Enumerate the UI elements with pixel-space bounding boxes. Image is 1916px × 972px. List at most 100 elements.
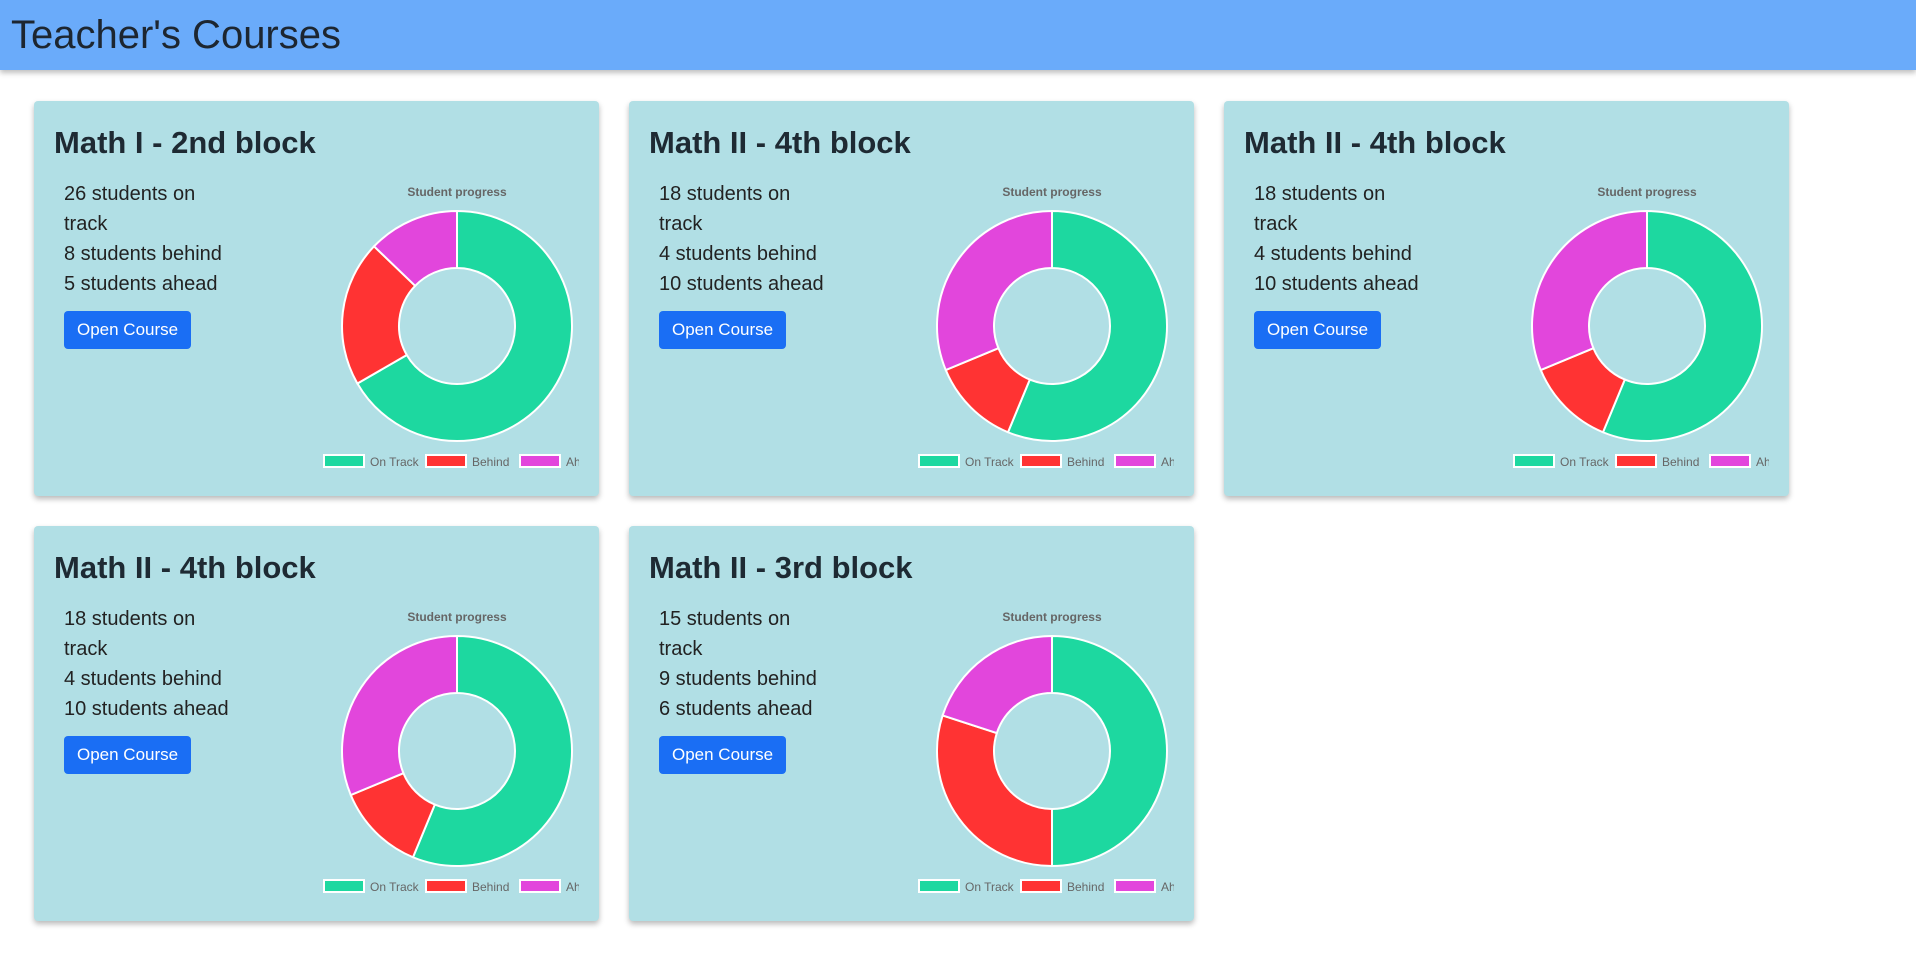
legend-label: Behind bbox=[472, 880, 509, 894]
course-card: Math II - 4th block 18 students on track 4… bbox=[34, 526, 599, 921]
legend-on-track: On Track bbox=[323, 879, 420, 894]
legend-swatch bbox=[1020, 454, 1062, 468]
course-stats: 18 students on track 4 students behind 10 … bbox=[1254, 179, 1429, 349]
open-course-button[interactable]: Open Course bbox=[659, 311, 787, 349]
legend-label: Ahead bbox=[1161, 455, 1174, 469]
ahead-stat: 10 students ahead bbox=[659, 273, 824, 295]
behind-stat: 4 students behind bbox=[659, 243, 817, 265]
legend-label: Behind bbox=[472, 455, 509, 469]
legend-ahead: Ahead bbox=[519, 879, 579, 894]
legend-on-track: On Track bbox=[918, 879, 1015, 894]
legend-label: Behind bbox=[1067, 455, 1104, 469]
chart-title: Student progress bbox=[407, 610, 507, 624]
legend-swatch bbox=[519, 879, 561, 893]
legend-swatch bbox=[1114, 454, 1156, 468]
behind-stat: 8 students behind bbox=[64, 243, 222, 265]
chart-title: Student progress bbox=[407, 185, 507, 199]
ahead-stat: 10 students ahead bbox=[64, 698, 229, 720]
open-course-button[interactable]: Open Course bbox=[659, 736, 787, 774]
legend-on-track: On Track bbox=[1513, 454, 1610, 469]
legend-behind: Behind bbox=[425, 879, 509, 894]
legend-label: On Track bbox=[370, 880, 420, 894]
legend-behind: Behind bbox=[1615, 454, 1699, 469]
legend-swatch bbox=[1020, 879, 1062, 893]
legend-swatch bbox=[323, 879, 365, 893]
progress-donut-chart: Student progress On Track Behind Ahead bbox=[323, 185, 579, 469]
progress-donut-chart: Student progress On Track Behind Ahead bbox=[1513, 185, 1769, 469]
on-track-stat: 26 students on track bbox=[64, 183, 196, 235]
slice-ahead bbox=[341, 634, 458, 797]
legend-swatch bbox=[1709, 454, 1751, 468]
on-track-stat: 15 students on track bbox=[659, 608, 791, 660]
progress-donut-chart: Student progress On Track Behind Ahead bbox=[918, 610, 1174, 894]
course-grid: Math I - 2nd block 26 students on track 8 … bbox=[0, 70, 1916, 921]
slice-ahead bbox=[941, 634, 1053, 735]
ahead-stat: 10 students ahead bbox=[1254, 273, 1419, 295]
slice-ahead bbox=[372, 209, 458, 288]
legend-on-track: On Track bbox=[323, 454, 420, 469]
slice-on-track bbox=[1051, 634, 1168, 868]
on-track-stat: 18 students on track bbox=[659, 183, 791, 235]
legend-ahead: Ahead bbox=[519, 454, 579, 469]
open-course-button[interactable]: Open Course bbox=[1254, 311, 1382, 349]
legend-behind: Behind bbox=[1020, 879, 1104, 894]
legend-ahead: Ahead bbox=[1709, 454, 1769, 469]
on-track-stat: 18 students on track bbox=[64, 608, 196, 660]
behind-stat: 4 students behind bbox=[64, 668, 222, 690]
progress-donut-chart: Student progress On Track Behind Ahead bbox=[918, 185, 1174, 469]
course-title: Math II - 4th block bbox=[1244, 125, 1506, 160]
legend-label: Behind bbox=[1067, 880, 1104, 894]
legend-behind: Behind bbox=[425, 454, 509, 469]
legend-swatch bbox=[519, 454, 561, 468]
ahead-stat: 6 students ahead bbox=[659, 698, 813, 720]
legend-label: On Track bbox=[965, 455, 1015, 469]
slice-on-track bbox=[356, 209, 573, 442]
chart-title: Student progress bbox=[1597, 185, 1697, 199]
legend-swatch bbox=[918, 454, 960, 468]
behind-stat: 9 students behind bbox=[659, 668, 817, 690]
slice-ahead bbox=[936, 209, 1053, 372]
slice-on-track bbox=[1006, 209, 1168, 442]
legend-label: Ahead bbox=[1756, 455, 1769, 469]
legend-label: Ahead bbox=[566, 880, 579, 894]
slice-on-track bbox=[1601, 209, 1763, 442]
course-title: Math I - 2nd block bbox=[54, 125, 316, 160]
open-course-button[interactable]: Open Course bbox=[64, 311, 192, 349]
legend-label: Ahead bbox=[566, 455, 579, 469]
ahead-stat: 5 students ahead bbox=[64, 273, 218, 295]
course-card: Math II - 4th block 18 students on track 4… bbox=[1224, 101, 1789, 496]
course-title: Math II - 4th block bbox=[54, 550, 316, 585]
course-title: Math II - 3rd block bbox=[649, 550, 913, 585]
course-stats: 26 students on track 8 students behind 5 s… bbox=[64, 179, 239, 349]
legend-ahead: Ahead bbox=[1114, 454, 1174, 469]
course-stats: 18 students on track 4 students behind 10 … bbox=[659, 179, 834, 349]
legend-label: On Track bbox=[965, 880, 1015, 894]
chart-title: Student progress bbox=[1002, 185, 1102, 199]
course-card: Math I - 2nd block 26 students on track 8 … bbox=[34, 101, 599, 496]
on-track-stat: 18 students on track bbox=[1254, 183, 1386, 235]
slice-behind bbox=[936, 714, 1053, 868]
legend-swatch bbox=[1513, 454, 1555, 468]
course-card: Math II - 4th block 18 students on track 4… bbox=[629, 101, 1194, 496]
legend-swatch bbox=[425, 879, 467, 893]
legend-ahead: Ahead bbox=[1114, 879, 1174, 894]
legend-swatch bbox=[425, 454, 467, 468]
legend-label: On Track bbox=[1560, 455, 1610, 469]
course-card: Math II - 3rd block 15 students on track 9… bbox=[629, 526, 1194, 921]
chart-title: Student progress bbox=[1002, 610, 1102, 624]
page-title: Teacher's Courses bbox=[11, 12, 341, 57]
course-title: Math II - 4th block bbox=[649, 125, 911, 160]
slice-behind bbox=[341, 244, 417, 385]
legend-swatch bbox=[1114, 879, 1156, 893]
progress-donut-chart: Student progress On Track Behind Ahead bbox=[323, 610, 579, 894]
legend-label: Behind bbox=[1662, 455, 1699, 469]
slice-ahead bbox=[1531, 209, 1648, 372]
legend-swatch bbox=[323, 454, 365, 468]
legend-on-track: On Track bbox=[918, 454, 1015, 469]
course-stats: 15 students on track 9 students behind 6 s… bbox=[659, 604, 834, 774]
behind-stat: 4 students behind bbox=[1254, 243, 1412, 265]
legend-swatch bbox=[918, 879, 960, 893]
course-stats: 18 students on track 4 students behind 10 … bbox=[64, 604, 239, 774]
open-course-button[interactable]: Open Course bbox=[64, 736, 192, 774]
legend-label: Ahead bbox=[1161, 880, 1174, 894]
